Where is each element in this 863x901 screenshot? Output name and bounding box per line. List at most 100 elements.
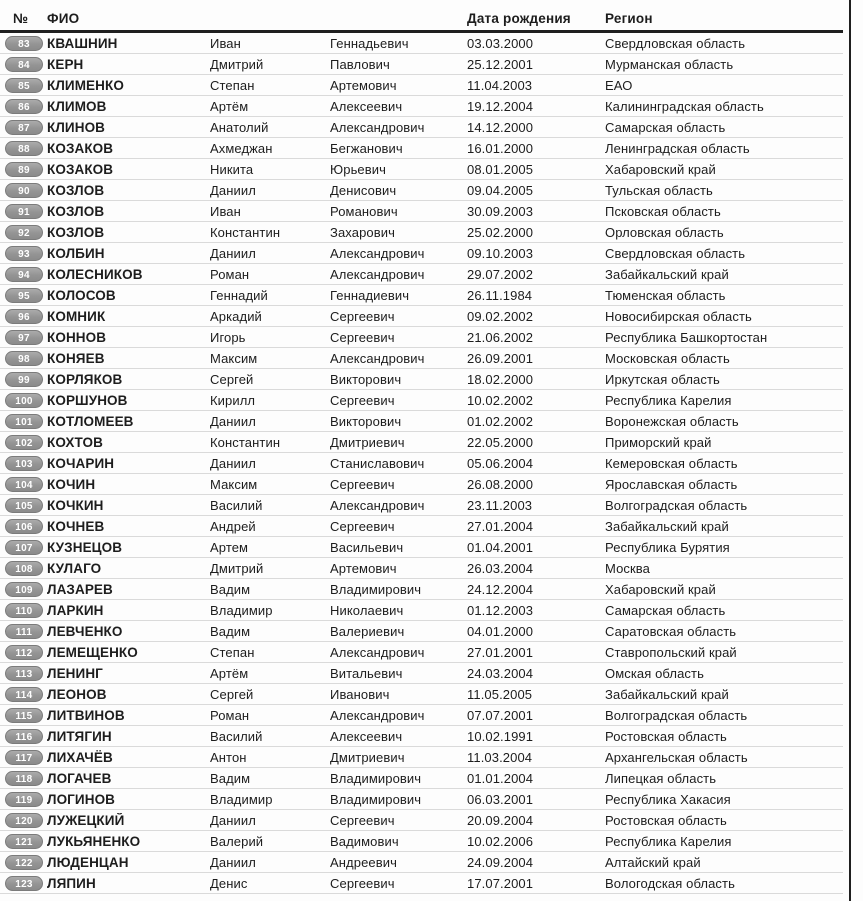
region-cell: Ленинградская область — [605, 140, 750, 156]
patronymic-cell: Александрович — [330, 497, 425, 513]
dob-cell: 01.04.2001 — [467, 539, 534, 555]
row-number-badge: 92 — [5, 225, 43, 240]
region-cell: Тульская область — [605, 182, 713, 198]
row-number-cell: 95 — [5, 286, 47, 304]
table-row: 84 КЕРН Дмитрий Павлович 25.12.2001 Мурм… — [0, 54, 843, 75]
first-name-cell: Аркадий — [210, 308, 262, 324]
surname-cell: КОЧАРИН — [47, 455, 115, 471]
row-number-badge: 93 — [5, 246, 43, 261]
patronymic-cell: Иванович — [330, 686, 390, 702]
row-number-cell: 117 — [5, 748, 47, 766]
region-cell: Мурманская область — [605, 56, 734, 72]
dob-cell: 24.03.2004 — [467, 665, 534, 681]
patronymic-cell: Артемович — [330, 77, 397, 93]
dob-cell: 22.05.2000 — [467, 434, 534, 450]
row-number-badge: 97 — [5, 330, 43, 345]
region-cell: Республика Бурятия — [605, 539, 730, 555]
patronymic-cell: Алексеевич — [330, 98, 403, 114]
surname-cell: ЛОГИНОВ — [47, 791, 116, 807]
row-number-badge: 113 — [5, 666, 43, 681]
row-number-cell: 104 — [5, 475, 47, 493]
table-row: 92 КОЗЛОВ Константин Захарович 25.02.200… — [0, 222, 843, 243]
patronymic-cell: Алексеевич — [330, 728, 403, 744]
surname-cell: КОЗАКОВ — [47, 161, 114, 177]
first-name-cell: Вадим — [210, 581, 251, 597]
first-name-cell: Артем — [210, 539, 249, 555]
row-number-cell: 88 — [5, 139, 47, 157]
surname-cell: ЛИТВИНОВ — [47, 707, 125, 723]
dob-cell: 10.02.2002 — [467, 392, 534, 408]
table-row: 115 ЛИТВИНОВ Роман Александрович 07.07.2… — [0, 705, 843, 726]
dob-cell: 05.06.2004 — [467, 455, 534, 471]
table-header-row: № ФИО Дата рождения Регион — [0, 0, 843, 33]
dob-cell: 10.02.2006 — [467, 833, 534, 849]
region-cell: Московская область — [605, 350, 730, 366]
dob-cell: 25.02.2000 — [467, 224, 534, 240]
surname-cell: КОРЛЯКОВ — [47, 371, 123, 387]
region-cell: Свердловская область — [605, 245, 746, 261]
patronymic-cell: Александрович — [330, 644, 425, 660]
row-number-cell: 114 — [5, 685, 47, 703]
patronymic-cell: Валериевич — [330, 623, 405, 639]
surname-cell: КОЗЛОВ — [47, 182, 105, 198]
region-cell: Москва — [605, 560, 650, 576]
row-number-badge: 94 — [5, 267, 43, 282]
first-name-cell: Иван — [210, 35, 241, 51]
row-number-cell: 115 — [5, 706, 47, 724]
surname-cell: КОНЯЕВ — [47, 350, 105, 366]
table-row: 119 ЛОГИНОВ Владимир Владимирович 06.03.… — [0, 789, 843, 810]
row-number-cell: 83 — [5, 34, 47, 52]
row-number-cell: 86 — [5, 97, 47, 115]
surname-cell: ЛУЖЕЦКИЙ — [47, 812, 125, 828]
patronymic-cell: Геннадиевич — [330, 287, 410, 303]
patronymic-cell: Сергеевич — [330, 518, 395, 534]
first-name-cell: Даниил — [210, 455, 256, 471]
surname-cell: ЛЯПИН — [47, 875, 96, 891]
row-number-badge: 89 — [5, 162, 43, 177]
row-number-cell: 92 — [5, 223, 47, 241]
row-number-badge: 99 — [5, 372, 43, 387]
patronymic-cell: Александрович — [330, 707, 425, 723]
row-number-badge: 116 — [5, 729, 43, 744]
row-number-cell: 84 — [5, 55, 47, 73]
region-cell: Ростовская область — [605, 812, 727, 828]
surname-cell: КОЗЛОВ — [47, 203, 105, 219]
table-row: 98 КОНЯЕВ Максим Александрович 26.09.200… — [0, 348, 843, 369]
dob-cell: 04.01.2000 — [467, 623, 534, 639]
column-header-fio: ФИО — [47, 11, 80, 26]
row-number-badge: 86 — [5, 99, 43, 114]
row-number-cell: 93 — [5, 244, 47, 262]
patronymic-cell: Владимирович — [330, 581, 422, 597]
table-body: 83 КВАШНИН Иван Геннадьевич 03.03.2000 С… — [0, 33, 863, 894]
first-name-cell: Денис — [210, 875, 248, 891]
region-cell: Волгоградская область — [605, 497, 748, 513]
row-number-cell: 105 — [5, 496, 47, 514]
row-number-badge: 123 — [5, 876, 43, 891]
dob-cell: 07.07.2001 — [467, 707, 534, 723]
surname-cell: ЛЕВЧЕНКО — [47, 623, 123, 639]
dob-cell: 26.11.1984 — [467, 287, 533, 303]
first-name-cell: Даниил — [210, 245, 256, 261]
dob-cell: 21.06.2002 — [467, 329, 534, 345]
column-header-region: Регион — [605, 11, 653, 26]
dob-cell: 03.03.2000 — [467, 35, 534, 51]
patronymic-cell: Александрович — [330, 350, 425, 366]
row-number-cell: 90 — [5, 181, 47, 199]
row-number-cell: 121 — [5, 832, 47, 850]
dob-cell: 01.12.2003 — [467, 602, 534, 618]
dob-cell: 23.11.2003 — [467, 497, 533, 513]
first-name-cell: Максим — [210, 476, 258, 492]
region-cell: Забайкальский край — [605, 518, 729, 534]
table-row: 89 КОЗАКОВ Никита Юрьевич 08.01.2005 Хаб… — [0, 159, 843, 180]
dob-cell: 09.04.2005 — [467, 182, 534, 198]
surname-cell: ЛЮДЕНЦАН — [47, 854, 129, 870]
surname-cell: ЛЕМЕЩЕНКО — [47, 644, 138, 660]
region-cell: Республика Карелия — [605, 833, 732, 849]
surname-cell: КУЗНЕЦОВ — [47, 539, 123, 555]
region-cell: Псковская область — [605, 203, 721, 219]
patronymic-cell: Геннадьевич — [330, 35, 409, 51]
surname-cell: КОХТОВ — [47, 434, 103, 450]
region-cell: Свердловская область — [605, 35, 746, 51]
dob-cell: 26.03.2004 — [467, 560, 534, 576]
surname-cell: КОЧКИН — [47, 497, 104, 513]
